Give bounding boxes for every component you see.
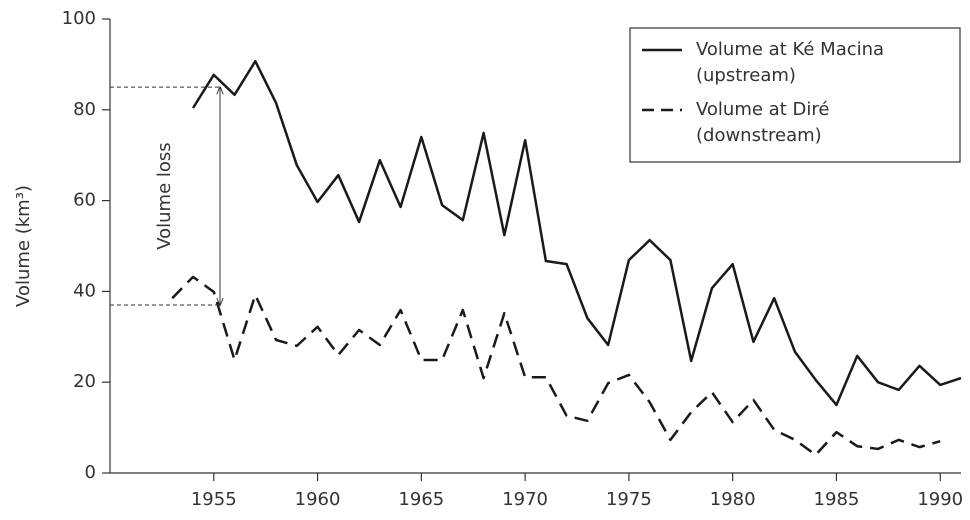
- legend-box: [629, 27, 961, 163]
- x-tick-label: 1980: [710, 489, 756, 510]
- y-tick-label: 60: [73, 190, 96, 211]
- y-tick-label: 80: [73, 99, 96, 120]
- x-tick-label: 1955: [191, 489, 237, 510]
- y-tick-label: 40: [73, 280, 96, 301]
- x-tick-label: 1960: [295, 489, 341, 510]
- y-tick-label: 20: [73, 371, 96, 392]
- x-tick-label: 1975: [606, 489, 652, 510]
- y-axis-label: Volume (km³): [13, 185, 34, 307]
- legend: Volume at Ké Macina (upstream) Volume at D…: [629, 27, 961, 163]
- legend-label: Volume at Ké Macina (upstream): [696, 39, 884, 86]
- x-tick-label: 1985: [814, 489, 860, 510]
- series-line: [191, 59, 962, 407]
- x-tick-label: 1990: [917, 489, 963, 510]
- x-tick-label: 1965: [398, 489, 444, 510]
- x-tick-label: 1970: [502, 489, 548, 510]
- y-tick-label: 100: [62, 8, 96, 29]
- series-line: [171, 275, 941, 457]
- legend-label: Volume at Diré (downstream): [696, 99, 829, 146]
- y-tick-label: 0: [85, 462, 96, 483]
- annotation-label: Volume loss: [154, 142, 175, 249]
